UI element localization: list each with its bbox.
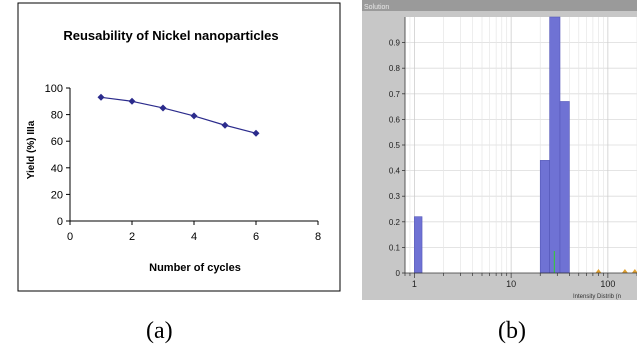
- chart-b-y-tick-label: 0.7: [389, 90, 401, 99]
- chart-a-data-point: [128, 97, 136, 105]
- chart-b-y-tick-label: 0.1: [389, 243, 401, 252]
- chart-a-y-axis-label: Yield (%) IIIa: [26, 120, 37, 179]
- caption-b: (b): [498, 318, 526, 344]
- chart-a-y-tick-label: 100: [45, 83, 63, 95]
- chart-b-x-axis-label: Intensity Distrib (n: [573, 294, 621, 300]
- chart-b-x-tick-label: 10: [506, 279, 516, 289]
- chart-a-marks: [97, 93, 260, 137]
- chart-b-y-tick-label: 0.5: [389, 141, 401, 150]
- chart-b-bar: [549, 16, 561, 274]
- chart-a-x-tick-label: 8: [315, 231, 321, 243]
- chart-b-baseline-marker: [621, 269, 628, 273]
- chart-a-y-tick-label: 40: [51, 163, 63, 175]
- chart-b-axes: 0 0.1 0.2 0.3 0.4 0.5 0.6 0.7 0.8 0.9 1 10 100: [389, 17, 637, 289]
- chart-b-grid: [404, 17, 637, 273]
- chart-a-data-point: [159, 104, 167, 112]
- chart-a-series-line: [100, 96, 257, 134]
- chart-b-x-tick-label: 1: [412, 279, 417, 289]
- chart-a-y-tick-label: 80: [51, 110, 63, 122]
- chart-a-axes: 0 20 40 60 80 100 0 2 4 6 8: [45, 83, 321, 243]
- chart-b-y-tick-label: 0: [396, 269, 401, 278]
- chart-b-x-tick-label: 100: [600, 279, 615, 289]
- chart-b-y-tick-label: 0.8: [389, 64, 401, 73]
- chart-a-data-point: [190, 112, 198, 120]
- chart-b-y-tick-label: 0.4: [389, 167, 401, 176]
- chart-a-x-tick-label: 4: [191, 231, 197, 243]
- chart-b-bar: [414, 216, 423, 274]
- chart-b-y-tick-label: 0.3: [389, 192, 401, 201]
- chart-b: Solution 0 0.1 0.2 0.3 0.4 0.5 0.6 0.7 0.8 0.9 1 10…: [362, 0, 637, 300]
- chart-b-baseline-marker: [631, 269, 637, 273]
- chart-a-data-point: [221, 121, 229, 129]
- chart-b-bar: [559, 101, 570, 274]
- chart-a-title: Reusability of Nickel nanoparticles: [63, 28, 278, 43]
- caption-a: (a): [146, 318, 173, 344]
- chart-a-y-tick-label: 0: [57, 216, 63, 228]
- chart-a-x-tick-label: 6: [253, 231, 259, 243]
- chart-a-x-tick-label: 2: [129, 231, 135, 243]
- chart-b-y-tick-label: 0.2: [389, 218, 401, 227]
- chart-b-title-bar: [362, 0, 637, 11]
- chart-a-data-point: [252, 129, 260, 137]
- chart-b-y-tick-label: 0.9: [389, 39, 401, 48]
- chart-b-window-label: Solution: [364, 4, 389, 11]
- chart-a-x-tick-label: 0: [67, 231, 73, 243]
- chart-a-y-tick-label: 60: [51, 136, 63, 148]
- chart-a-data-point: [97, 93, 105, 101]
- chart-a-y-tick-label: 20: [51, 189, 63, 201]
- chart-b-baseline-marker: [595, 269, 602, 273]
- chart-b-y-tick-label: 0.6: [389, 115, 401, 124]
- chart-a-x-axis-label: Number of cycles: [149, 262, 241, 274]
- chart-a: Reusability of Nickel nanoparticles Yiel…: [17, 2, 341, 292]
- chart-b-bar: [539, 160, 550, 274]
- chart-a-frame: [17, 2, 341, 292]
